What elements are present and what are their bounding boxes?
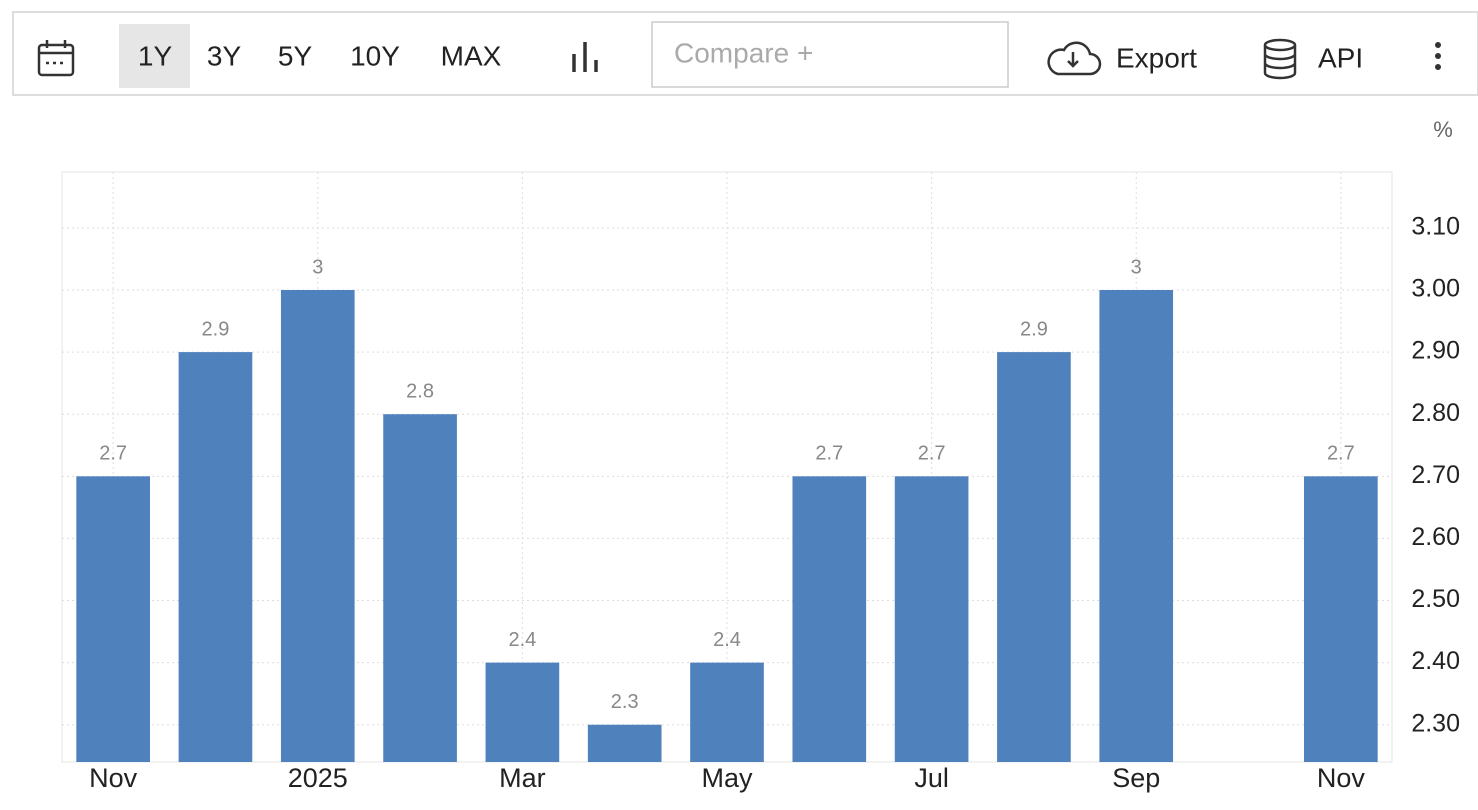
- range-button[interactable]: MAX: [441, 40, 502, 71]
- y-tick-label: 3.10: [1411, 213, 1460, 241]
- export-button[interactable]: Export: [1116, 42, 1197, 73]
- value-label: 2.7: [918, 443, 946, 465]
- value-label: 3: [312, 256, 323, 278]
- range-button[interactable]: 5Y: [278, 40, 313, 71]
- y-tick-label: 2.50: [1411, 585, 1460, 613]
- calendar-icon[interactable]: [37, 40, 75, 77]
- value-label: 2.7: [1327, 443, 1355, 465]
- compare-input[interactable]: Compare +: [674, 37, 813, 68]
- value-label: 2.7: [815, 443, 843, 465]
- x-tick-label: Mar: [499, 763, 546, 793]
- y-tick-label: 2.80: [1411, 399, 1460, 427]
- bar: [178, 352, 253, 762]
- chart-type-icon[interactable]: [572, 42, 598, 72]
- bar: [485, 662, 560, 762]
- value-label: 2.3: [611, 691, 639, 713]
- range-button[interactable]: 3Y: [207, 40, 242, 71]
- value-label: 2.9: [1020, 318, 1048, 340]
- bar: [894, 476, 969, 762]
- value-label: 2.9: [202, 318, 230, 340]
- bar: [792, 476, 867, 762]
- x-tick-label: Nov: [89, 763, 138, 793]
- x-tick-label: Nov: [1317, 763, 1366, 793]
- x-tick-label: May: [701, 763, 753, 793]
- range-selected: [119, 24, 190, 88]
- y-tick-label: 2.90: [1411, 337, 1460, 365]
- api-icon[interactable]: [1263, 38, 1297, 80]
- bar: [690, 662, 764, 762]
- value-label: 2.4: [713, 629, 741, 651]
- more-icon[interactable]: [1435, 42, 1441, 70]
- bar: [280, 290, 355, 762]
- y-tick-label: 3.00: [1411, 275, 1460, 303]
- bar: [587, 724, 662, 762]
- range-button[interactable]: 1Y: [138, 40, 173, 71]
- range-button[interactable]: 10Y: [350, 40, 400, 71]
- value-label: 2.8: [406, 380, 434, 402]
- export-icon[interactable]: [1047, 41, 1102, 76]
- y-tick-label: 2.40: [1411, 647, 1460, 675]
- value-label: 2.7: [99, 443, 127, 465]
- y-tick-label: 2.30: [1411, 709, 1460, 737]
- value-label: 3: [1131, 256, 1142, 278]
- bar: [1099, 290, 1174, 762]
- bar: [76, 476, 150, 762]
- y-tick-label: 2.60: [1411, 523, 1460, 551]
- bar: [383, 414, 457, 762]
- bar: [997, 352, 1071, 762]
- value-label: 2.4: [508, 629, 536, 651]
- api-button[interactable]: API: [1318, 42, 1363, 73]
- unit-label: %: [1433, 117, 1453, 142]
- x-tick-label: 2025: [288, 763, 348, 793]
- x-tick-label: Sep: [1112, 763, 1160, 793]
- bar: [1304, 476, 1378, 762]
- compare-box[interactable]: [651, 21, 1009, 88]
- y-tick-label: 2.70: [1411, 461, 1460, 489]
- x-tick-label: Jul: [914, 763, 949, 793]
